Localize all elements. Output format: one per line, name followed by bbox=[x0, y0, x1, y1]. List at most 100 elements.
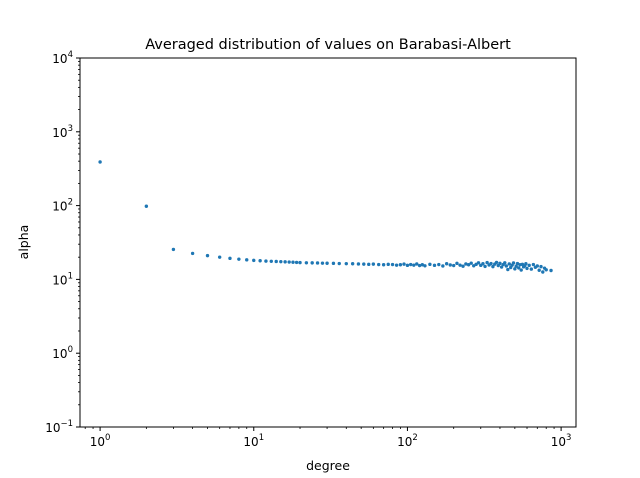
data-point bbox=[381, 263, 386, 267]
data-point bbox=[228, 256, 232, 261]
data-point bbox=[529, 267, 534, 271]
data-point bbox=[402, 262, 406, 266]
data-point bbox=[461, 264, 465, 268]
y-tick-label-base: 10 bbox=[52, 347, 67, 361]
data-point bbox=[274, 259, 278, 264]
data-point bbox=[269, 259, 273, 263]
data-point bbox=[451, 263, 456, 268]
y-tick-label-base: 10 bbox=[52, 273, 67, 287]
x-tick-label: 100 bbox=[90, 433, 111, 449]
data-point bbox=[432, 263, 437, 268]
y-tick-label: 102 bbox=[52, 198, 73, 214]
data-point bbox=[494, 260, 499, 265]
data-point bbox=[504, 264, 509, 268]
data-point bbox=[541, 270, 545, 274]
data-point bbox=[350, 262, 355, 266]
data-point bbox=[398, 263, 403, 267]
x-tick-label-exponent: 3 bbox=[566, 433, 571, 443]
x-tick-label-base: 10 bbox=[397, 435, 412, 449]
data-point bbox=[252, 258, 256, 263]
data-point bbox=[367, 262, 371, 267]
data-point bbox=[291, 260, 295, 264]
data-point bbox=[489, 261, 493, 266]
data-point bbox=[455, 261, 459, 266]
y-tick-label-exponent: 3 bbox=[68, 124, 73, 134]
data-point bbox=[412, 263, 416, 267]
data-point bbox=[549, 268, 553, 273]
x-tick-label-exponent: 1 bbox=[259, 433, 264, 443]
data-point bbox=[441, 264, 445, 268]
y-tick-label-base: 10 bbox=[52, 200, 67, 214]
data-point bbox=[503, 261, 507, 265]
data-point bbox=[527, 263, 531, 268]
data-point bbox=[337, 261, 341, 266]
data-point bbox=[371, 262, 376, 266]
data-point bbox=[294, 260, 299, 265]
data-point bbox=[514, 264, 518, 268]
y-tick-label-exponent: 1 bbox=[68, 271, 73, 281]
data-point bbox=[491, 264, 495, 269]
y-tick-label-base: 10 bbox=[52, 52, 67, 66]
y-tick-label: 100 bbox=[52, 345, 73, 361]
data-point bbox=[448, 263, 452, 267]
data-point bbox=[237, 257, 241, 261]
data-point bbox=[245, 258, 249, 262]
data-point bbox=[507, 262, 511, 266]
data-point bbox=[344, 261, 348, 266]
data-point bbox=[310, 261, 314, 265]
data-point bbox=[417, 263, 422, 268]
plot-frame bbox=[79, 57, 577, 428]
y-tick-label: 101 bbox=[52, 271, 73, 287]
data-point bbox=[217, 255, 222, 259]
data-point bbox=[444, 262, 449, 266]
data-point bbox=[515, 261, 520, 266]
x-tick-label: 101 bbox=[243, 433, 264, 449]
data-point bbox=[331, 261, 336, 266]
data-point bbox=[390, 262, 395, 267]
y-tick-label-base: 10 bbox=[52, 126, 67, 140]
y-tick-label-exponent: 2 bbox=[68, 198, 73, 208]
x-axis: 100 101 102 103 bbox=[84, 427, 571, 449]
data-point bbox=[537, 268, 541, 272]
y-tick-label-base: 10 bbox=[45, 421, 60, 435]
x-axis-label: degree bbox=[306, 458, 350, 473]
data-point bbox=[315, 261, 320, 265]
y-axis-label: alpha bbox=[16, 225, 31, 260]
data-point bbox=[464, 262, 468, 266]
data-point bbox=[524, 262, 528, 266]
data-point bbox=[428, 262, 432, 267]
x-tick-label-exponent: 2 bbox=[412, 433, 417, 443]
y-tick-label: 10−1 bbox=[45, 419, 73, 435]
data-point bbox=[525, 266, 529, 271]
data-point bbox=[437, 262, 441, 267]
y-tick-label: 103 bbox=[52, 124, 73, 140]
data-point bbox=[544, 268, 548, 272]
data-point bbox=[98, 160, 102, 164]
x-tick-label: 102 bbox=[397, 433, 418, 449]
data-point bbox=[356, 262, 361, 266]
data-point bbox=[325, 261, 329, 265]
data-point bbox=[531, 262, 536, 267]
data-point bbox=[376, 262, 381, 267]
y-tick-label: 104 bbox=[52, 50, 73, 66]
data-point bbox=[415, 262, 419, 266]
data-point bbox=[408, 262, 413, 267]
data-point bbox=[144, 204, 149, 208]
x-tick-label-base: 10 bbox=[551, 435, 566, 449]
data-point bbox=[481, 262, 485, 266]
data-point bbox=[362, 262, 366, 266]
data-point bbox=[476, 261, 481, 265]
data-point bbox=[287, 260, 291, 264]
data-point bbox=[423, 264, 427, 268]
data-point bbox=[258, 259, 262, 263]
y-tick-label-exponent: 4 bbox=[68, 50, 73, 60]
y-tick-label-exponent: −1 bbox=[60, 419, 73, 429]
data-point bbox=[499, 265, 504, 269]
data-point bbox=[386, 262, 390, 267]
data-point bbox=[517, 266, 521, 270]
data-point bbox=[320, 261, 325, 265]
data-point bbox=[466, 263, 471, 267]
